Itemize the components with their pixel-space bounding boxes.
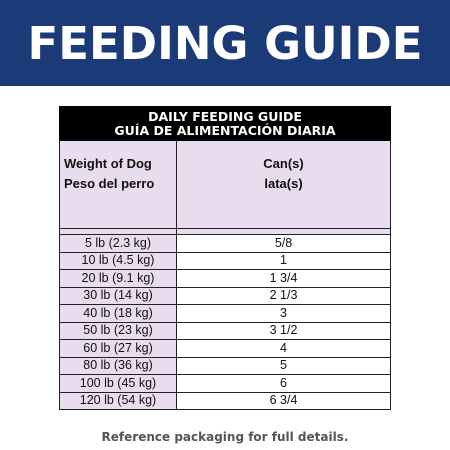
table-row: 80 lb (36 kg) 5 bbox=[59, 356, 392, 375]
table-title-es: GUÍA DE ALIMENTACIÓN DIARIA bbox=[114, 122, 336, 138]
cans-cell: 5 bbox=[175, 356, 392, 375]
weight-cell: 20 lb (9.1 kg) bbox=[59, 269, 177, 288]
weight-cell: 120 lb (54 kg) bbox=[59, 391, 177, 410]
weight-header-en: Weight of Dog bbox=[64, 156, 152, 171]
cans-cell: 6 3/4 bbox=[175, 391, 392, 410]
cans-cell: 5/8 bbox=[175, 234, 392, 253]
table-spacer-row bbox=[59, 228, 392, 235]
table-row: 5 lb (2.3 kg) 5/8 bbox=[59, 234, 392, 253]
table-row: 40 lb (18 kg) 3 bbox=[59, 304, 392, 323]
weight-header-es: Peso del perro bbox=[64, 176, 155, 191]
cans-cell: 2 1/3 bbox=[175, 286, 392, 305]
table-row: 100 lb (45 kg) 6 bbox=[59, 374, 392, 393]
table-title: DAILY FEEDING GUIDE GUÍA DE ALIMENTACIÓN… bbox=[58, 106, 392, 141]
weight-column-header: Weight of Dog Peso del perro bbox=[59, 140, 177, 229]
feeding-guide-banner: FEEDING GUIDE bbox=[0, 0, 450, 86]
weight-cell: 80 lb (36 kg) bbox=[59, 356, 177, 375]
table-row: 50 lb (23 kg) 3 1/2 bbox=[59, 321, 392, 340]
weight-cell: 50 lb (23 kg) bbox=[59, 321, 177, 340]
table-title-row: DAILY FEEDING GUIDE GUÍA DE ALIMENTACIÓN… bbox=[58, 106, 392, 141]
cans-cell: 1 bbox=[175, 251, 392, 270]
cans-cell: 4 bbox=[175, 339, 392, 358]
cans-column-header: Can(s) lata(s) bbox=[175, 140, 392, 229]
weight-cell: 5 lb (2.3 kg) bbox=[59, 234, 177, 253]
cans-cell: 1 3/4 bbox=[175, 269, 392, 288]
footnote: Reference packaging for full details. bbox=[101, 430, 349, 444]
table-row: 30 lb (14 kg) 2 1/3 bbox=[59, 286, 392, 305]
weight-cell: 30 lb (14 kg) bbox=[59, 286, 177, 305]
weight-cell: 40 lb (18 kg) bbox=[59, 304, 177, 323]
weight-cell: 10 lb (4.5 kg) bbox=[59, 251, 177, 270]
cans-header-es: lata(s) bbox=[264, 176, 303, 191]
table-row: 10 lb (4.5 kg) 1 bbox=[59, 251, 392, 270]
cans-cell: 3 1/2 bbox=[175, 321, 392, 340]
table-body: 5 lb (2.3 kg) 5/8 10 lb (4.5 kg) 1 20 lb (9.… bbox=[59, 228, 392, 410]
cans-cell: 3 bbox=[175, 304, 392, 323]
table-title-en: DAILY FEEDING GUIDE bbox=[148, 108, 302, 124]
table-row: 120 lb (54 kg) 6 3/4 bbox=[59, 391, 392, 410]
weight-cell: 60 lb (27 kg) bbox=[59, 339, 177, 358]
weight-cell: 100 lb (45 kg) bbox=[59, 374, 177, 393]
cans-header-en: Can(s) bbox=[263, 156, 304, 171]
feeding-table: DAILY FEEDING GUIDE GUÍA DE ALIMENTACIÓN… bbox=[58, 106, 392, 410]
cans-cell: 6 bbox=[175, 374, 392, 393]
spacer-cell-right bbox=[175, 228, 392, 235]
feeding-table-container: DAILY FEEDING GUIDE GUÍA DE ALIMENTACIÓN… bbox=[58, 106, 392, 410]
table-row: 20 lb (9.1 kg) 1 3/4 bbox=[59, 269, 392, 288]
table-row: 60 lb (27 kg) 4 bbox=[59, 339, 392, 358]
column-header-row: Weight of Dog Peso del perro Can(s) lata… bbox=[59, 140, 392, 229]
banner-title: FEEDING GUIDE bbox=[27, 16, 423, 70]
